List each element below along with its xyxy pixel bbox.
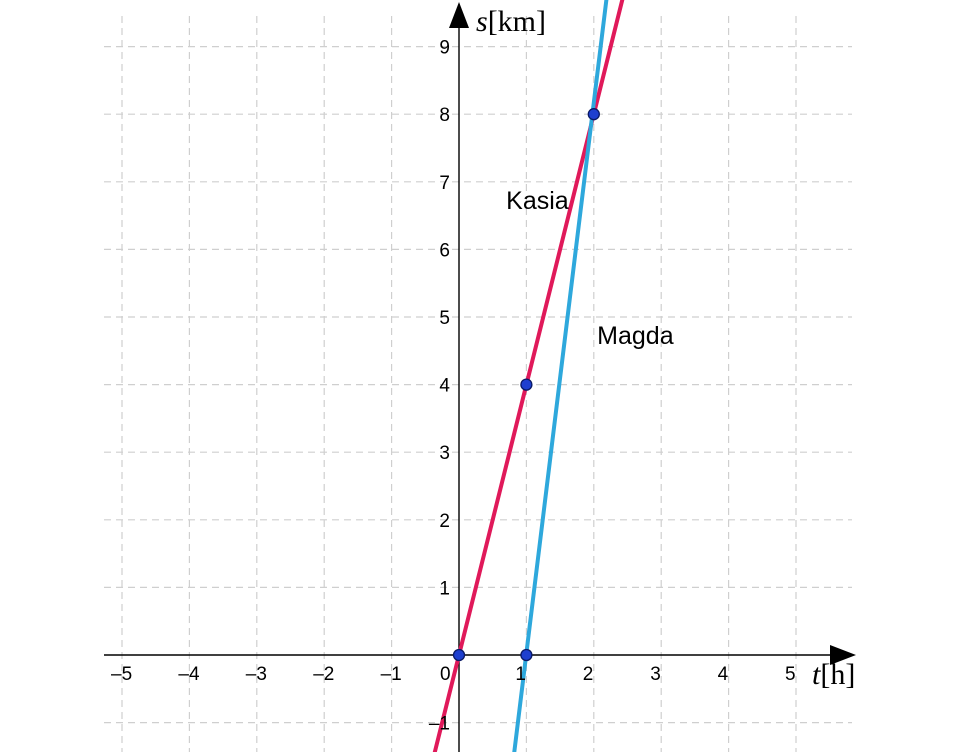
grid-lines (104, 16, 852, 752)
x-tick-label: 2 (583, 664, 594, 685)
y-axis-label-unit: [km] (488, 5, 546, 38)
x-tick-label: –4 (178, 664, 200, 685)
y-tick-label: 4 (439, 376, 450, 397)
series-line-magda (512, 0, 609, 752)
data-point (520, 378, 533, 391)
x-axis-label: t[h] (812, 658, 855, 691)
y-tick-label: 6 (439, 240, 450, 261)
x-tick-label: –3 (246, 664, 267, 685)
x-tick-label: –1 (381, 664, 402, 685)
x-axis-label-unit: [h] (820, 658, 855, 691)
origin-label: 0 (440, 664, 451, 685)
x-tick-label: 4 (718, 664, 729, 685)
x-tick-label: –5 (111, 664, 132, 685)
x-tick-label: 1 (515, 664, 526, 685)
series-label-kasia: Kasia (506, 187, 569, 215)
axes (104, 2, 856, 752)
y-tick-label: 5 (439, 308, 450, 329)
x-axis-label-var: t (812, 658, 821, 691)
data-point (587, 108, 600, 121)
data-point (520, 648, 533, 662)
y-tick-label: –1 (429, 714, 450, 735)
axis-labels: t[h] s[km] (476, 5, 855, 691)
y-axis-label-var: s (476, 5, 488, 38)
y-tick-label: 8 (439, 105, 450, 126)
y-axis-label: s[km] (476, 5, 546, 38)
y-tick-label: 7 (439, 173, 450, 194)
x-tick-label: 3 (650, 664, 661, 685)
data-points (452, 108, 600, 662)
y-tick-label: 3 (439, 443, 450, 464)
series-labels: Kasia Magda (506, 187, 674, 350)
y-tick-label: 2 (439, 511, 450, 532)
x-tick-label: –2 (313, 664, 334, 685)
tick-labels: –5 –4 –3 –2 –1 1 2 3 4 5 –1 1 2 3 4 5 6 7 8 9 0 (111, 38, 796, 735)
series-lines (432, 0, 625, 752)
y-axis-arrow (449, 2, 469, 28)
x-tick-label: 5 (785, 664, 796, 685)
y-tick-label: 9 (439, 38, 450, 59)
series-label-magda: Magda (597, 322, 674, 350)
y-tick-label: 1 (439, 578, 450, 599)
x-axis-arrow (830, 645, 856, 665)
data-point (452, 648, 466, 662)
